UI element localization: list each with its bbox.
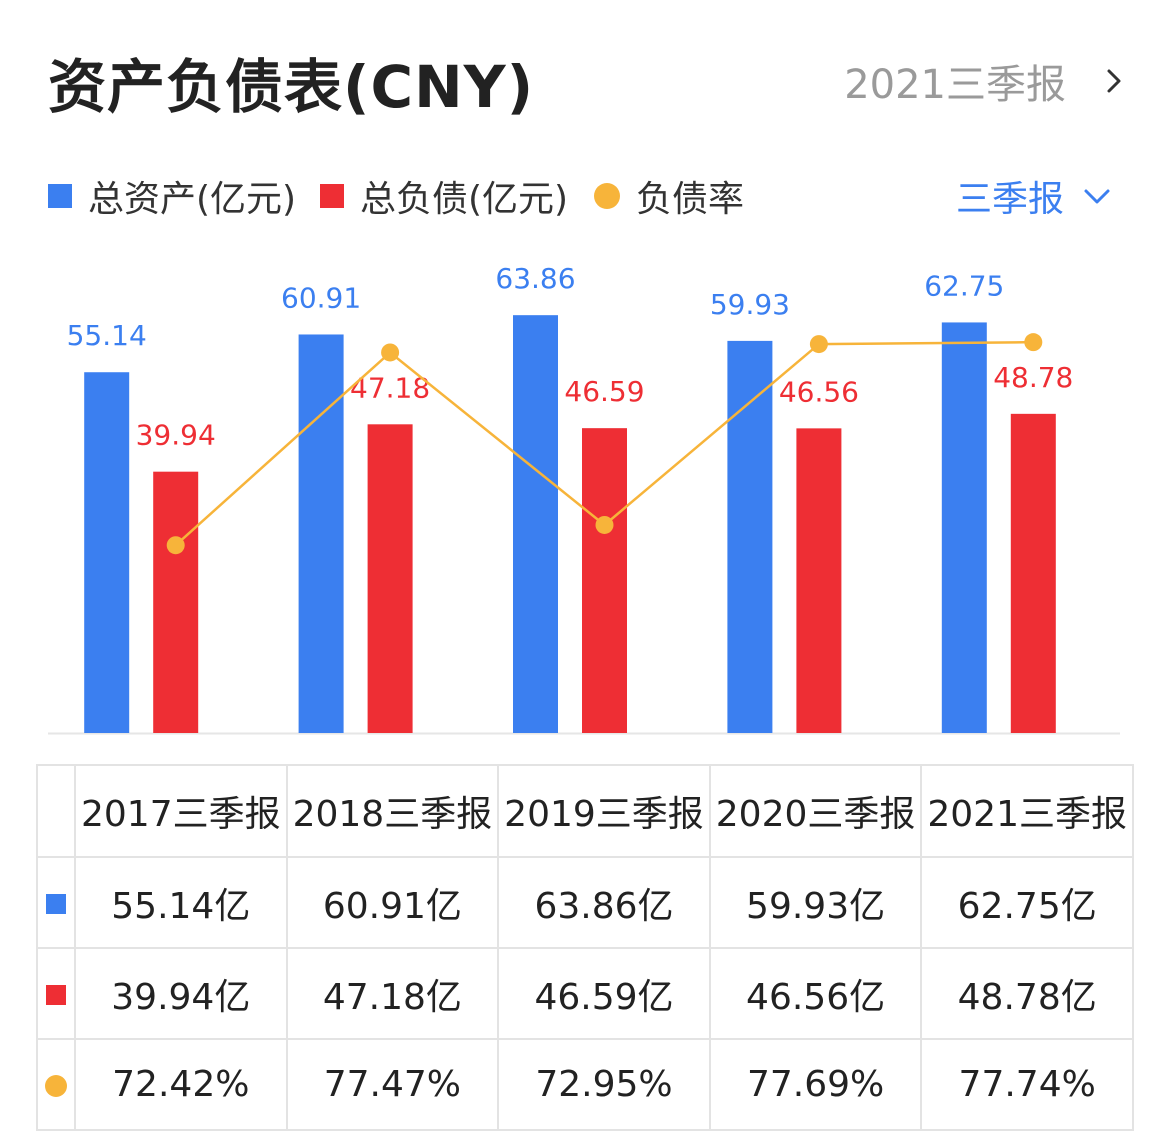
table-cell: 72.95% [497,1038,711,1131]
table-cell: 59.93亿 [708,856,923,949]
data-label-total-assets: 62.75 [924,269,1004,302]
data-label-total-assets: 60.91 [281,281,361,314]
legend-swatch-total-assets [48,184,72,208]
table-cell: 55.14亿 [74,856,288,949]
legend-item-total-assets[interactable]: 总资产(亿元) [48,172,296,220]
table-cell: 60.91亿 [285,856,500,949]
row-marker-total-assets [46,894,66,914]
data-label-total-liabilities: 39.94 [136,419,216,452]
report-period-label: 2021三季报 [844,62,1066,108]
table-header-cell: 2018三季报 [285,764,500,858]
table-cell: 77.74% [920,1038,1134,1131]
combo-chart: 55.1439.9460.9147.1863.8646.5959.9346.56… [48,262,1120,735]
legend-label-debt-ratio: 负债率 [636,179,745,220]
data-label-total-assets: 63.86 [495,262,575,295]
bar-total-assets [513,315,558,733]
chart-area: 55.14 39.94 60.91 47.18 63.86 46.59 59.93 46.56… [48,240,1120,740]
table-header-row: 2017三季报 2018三季报 2019三季报 2020三季报 2021三季报 [36,764,1134,858]
page-title: 资产负债表(CNY) [48,53,535,121]
data-label-total-liabilities: 46.59 [564,375,644,408]
table-cell: 46.56亿 [708,947,923,1040]
report-period-selector[interactable]: 2021三季报 [844,52,1128,110]
legend-swatch-total-liabilities [320,184,344,208]
table-cell: 47.18亿 [285,947,500,1040]
header: 资产负债表(CNY) 2021三季报 [48,40,1128,121]
table-cell: 62.75亿 [920,856,1134,949]
bar-total-liabilities [582,428,627,733]
table-row-total-assets: 55.14亿 60.91亿 63.86亿 59.93亿 62.75亿 [36,856,1134,949]
table-header-cell: 2020三季报 [708,764,923,858]
bar-total-assets [727,340,773,733]
debt-ratio-point [809,335,828,354]
legend-item-debt-ratio[interactable]: 负债率 [594,172,744,220]
debt-ratio-point [595,515,614,534]
row-marker-debt-ratio [45,1075,67,1097]
debt-ratio-point [381,343,400,362]
table-cell: 46.59亿 [497,947,711,1040]
table-cell: 77.47% [285,1038,500,1131]
bar-total-assets [941,322,987,733]
period-dropdown-label: 三季报 [955,179,1064,220]
data-label-total-liabilities: 48.78 [993,361,1073,394]
row-marker-cell [36,856,76,949]
debt-ratio-point [1024,333,1043,352]
legend-swatch-debt-ratio [594,183,620,209]
legend-label-total-assets: 总资产(亿元) [88,179,297,220]
bar-total-assets [84,372,130,733]
table-header-cell: 2021三季报 [920,764,1134,858]
table-row-debt-ratio: 72.42% 77.47% 72.95% 77.69% 77.74% [36,1038,1134,1131]
table-cell: 63.86亿 [497,856,711,949]
chart-legend: 总资产(亿元) 总负债(亿元) 负债率 三季报 [48,172,1112,220]
row-marker-cell [36,947,76,1040]
table-cell: 72.42% [74,1038,288,1131]
chevron-right-icon [1107,69,1121,93]
row-marker-cell [36,1038,76,1131]
table-cell: 39.94亿 [74,947,288,1040]
period-dropdown[interactable]: 三季报 [956,172,1112,220]
bar-total-assets [298,334,344,733]
table-header-cell: 2017三季报 [74,764,288,858]
table-header-cell: 2019三季报 [497,764,711,858]
data-label-total-assets: 59.93 [710,288,790,321]
chevron-down-icon [1084,189,1110,204]
table-row-total-liabilities: 39.94亿 47.18亿 46.59亿 46.56亿 48.78亿 [36,947,1134,1040]
data-label-total-assets: 55.14 [67,319,147,352]
table-corner-cell [36,764,76,858]
table-cell: 48.78亿 [920,947,1134,1040]
debt-ratio-point [166,536,185,555]
data-label-total-liabilities: 46.56 [779,375,859,408]
bar-total-liabilities [367,424,413,733]
row-marker-total-liabilities [46,985,66,1005]
bar-total-liabilities [153,471,199,733]
bar-total-liabilities [1010,413,1056,733]
legend-item-total-liabilities[interactable]: 总负债(亿元) [320,172,568,220]
table-cell: 77.69% [708,1038,923,1131]
data-table: 2017三季报 2018三季报 2019三季报 2020三季报 2021三季报 … [36,764,1134,1131]
bar-total-liabilities [796,428,842,733]
legend-label-total-liabilities: 总负债(亿元) [360,179,569,220]
